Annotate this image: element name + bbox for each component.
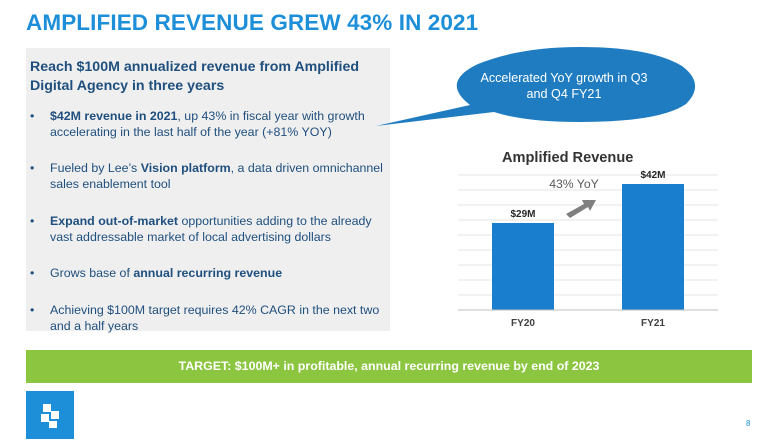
bullet-marker: • bbox=[30, 266, 35, 281]
chart-title: Amplified Revenue bbox=[502, 150, 634, 166]
callout-text: Accelerated YoY growth in Q3 and Q4 FY21 bbox=[480, 71, 648, 101]
bullet-text-bold: Expand out-of-market bbox=[50, 213, 179, 228]
x-tick-label: FY20 bbox=[511, 318, 535, 329]
bullet-item: • Grows base of annual recurring revenue bbox=[30, 265, 390, 281]
bullet-list: • $42M revenue in 2021, up 43% in fiscal… bbox=[30, 108, 390, 354]
target-banner: TARGET: $100M+ in profitable, annual rec… bbox=[26, 350, 752, 383]
company-logo bbox=[26, 391, 74, 439]
bullet-item: • Achieving $100M target requires 42% CA… bbox=[30, 302, 390, 334]
growth-arrow-icon bbox=[566, 200, 596, 218]
bullet-marker: • bbox=[30, 109, 35, 123]
bullet-item: • Fueled by Lee’s Vision platform, a dat… bbox=[30, 160, 390, 192]
data-labels: $29M $42M bbox=[510, 170, 665, 220]
growth-annotation: 43% YoY bbox=[549, 177, 598, 191]
data-label: $42M bbox=[640, 170, 665, 181]
bullet-text-bold: Vision platform bbox=[140, 161, 231, 176]
bullet-text-pre: Fueled by Lee’s bbox=[50, 161, 141, 176]
bar-fy21 bbox=[622, 184, 684, 310]
bullet-marker: • bbox=[30, 213, 35, 228]
logo-mark-icon bbox=[41, 404, 59, 428]
bullet-text-bold: annual recurring revenue bbox=[133, 266, 283, 281]
chart-bars bbox=[492, 184, 684, 310]
bullet-text-pre: Achieving $100M target requires 42% CAGR… bbox=[50, 302, 380, 333]
bullet-marker: • bbox=[30, 302, 35, 317]
summary-panel bbox=[26, 48, 390, 331]
bar-fy20 bbox=[492, 223, 554, 310]
bullet-text-pre: Grows base of bbox=[50, 266, 134, 281]
callout-shape bbox=[376, 47, 696, 126]
bullet-item: • $42M revenue in 2021, up 43% in fiscal… bbox=[30, 108, 390, 140]
x-tick-labels: FY20 FY21 bbox=[511, 318, 665, 329]
bullet-text-post: opportunities adding to the already vast… bbox=[50, 213, 372, 244]
bullet-text-bold: $42M revenue in 2021 bbox=[50, 109, 178, 123]
bullet-text-post: , a data driven omnichannel sales enable… bbox=[50, 161, 383, 192]
lead-statement: Reach $100M annualized revenue from Ampl… bbox=[30, 59, 360, 94]
x-tick-label: FY21 bbox=[641, 318, 665, 329]
page-number: 8 bbox=[746, 419, 751, 428]
bullet-item: • Expand out-of-market opportunities add… bbox=[30, 213, 390, 245]
bullet-text-post: , up 43% in fiscal year with growth acce… bbox=[50, 109, 365, 139]
bullet-marker: • bbox=[30, 161, 35, 176]
slide-title: AMPLIFIED REVENUE GREW 43% IN 2021 bbox=[26, 10, 479, 35]
growth-arrow bbox=[566, 200, 596, 218]
data-label: $29M bbox=[510, 209, 535, 220]
